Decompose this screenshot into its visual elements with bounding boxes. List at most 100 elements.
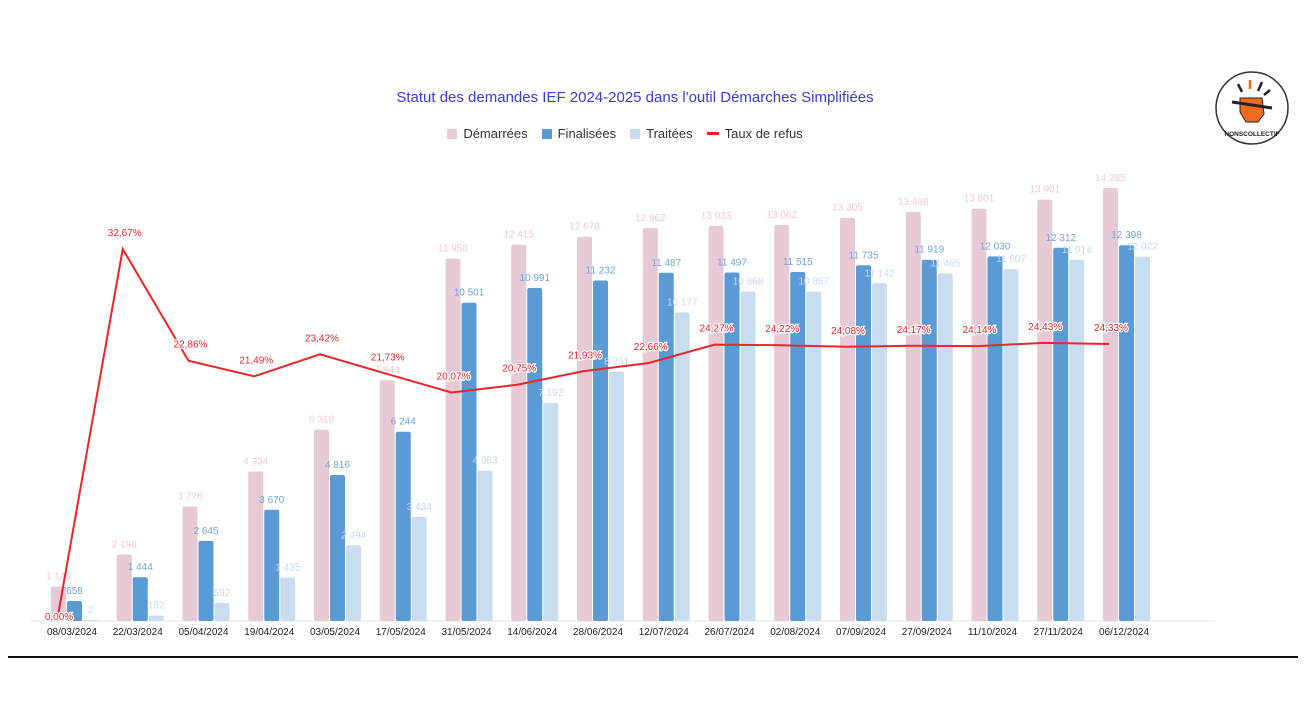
bar-traitees — [740, 291, 756, 621]
bar-demarrees — [642, 228, 658, 621]
line-point — [385, 373, 387, 375]
data-label: 1 143 — [46, 571, 71, 582]
data-label: 6 244 — [391, 417, 416, 428]
bar-demarrees — [445, 258, 461, 621]
line-point — [1108, 343, 1110, 345]
legend-item-demarrees[interactable]: Démarrées — [447, 126, 528, 141]
data-label: 1 444 — [128, 562, 153, 573]
data-label: 11 735 — [849, 250, 879, 261]
bar-demarrees — [182, 506, 198, 621]
data-label: 11 232 — [586, 266, 616, 277]
bar-finalisees — [1053, 247, 1069, 621]
legend-label: Taux de refus — [724, 126, 803, 141]
bar-finalisees — [987, 256, 1003, 621]
line-data-label: 24,27% — [700, 324, 734, 335]
data-label: 12 678 — [569, 222, 600, 233]
bar-finalisees — [658, 272, 674, 621]
legend-swatch — [706, 132, 719, 135]
x-tick-label: 07/09/2024 — [836, 627, 886, 638]
bar-finalisees — [921, 259, 937, 621]
data-label: 14 285 — [1095, 173, 1126, 184]
chart-title: Statut des demandes IEF 2024-2025 dans l… — [396, 89, 874, 106]
bar-finalisees — [461, 302, 477, 621]
bar-finalisees — [67, 601, 82, 621]
legend-swatch — [541, 128, 552, 139]
data-label: 4 934 — [243, 456, 268, 467]
x-tick-label: 26/07/2024 — [704, 627, 754, 638]
bar-finalisees — [264, 509, 280, 621]
line-data-label: 24,43% — [1028, 322, 1062, 333]
x-tick-label: 31/05/2024 — [441, 627, 491, 638]
data-label: 4 816 — [325, 460, 350, 471]
line-point — [122, 248, 124, 250]
data-label: 11 465 — [930, 258, 960, 269]
x-tick-label: 27/11/2024 — [1034, 627, 1084, 638]
line-point — [188, 360, 189, 362]
data-label: 10 868 — [733, 277, 764, 288]
bar-traitees — [674, 312, 690, 621]
legend-item-taux-de-refus[interactable]: Taux de refus — [706, 126, 803, 141]
data-label: 12 022 — [1127, 242, 1158, 253]
legend-label: Démarrées — [463, 126, 528, 141]
bar-traitees — [214, 603, 230, 621]
bar-demarrees — [971, 208, 987, 621]
x-tick-label: 06/12/2024 — [1099, 627, 1149, 638]
data-label: 6 310 — [309, 415, 334, 426]
x-tick-label: 02/08/2024 — [770, 627, 820, 638]
logo-text: NONSCOLLECTIF — [1224, 131, 1279, 138]
data-label: 10 867 — [798, 277, 829, 288]
data-label: 12 415 — [503, 230, 534, 241]
line-point — [56, 620, 58, 622]
bar-finalisees — [395, 431, 411, 621]
x-tick-label: 05/04/2024 — [178, 627, 228, 638]
legend-item-traitees[interactable]: Traitées — [630, 126, 693, 141]
data-label: 592 — [214, 588, 231, 599]
bar-demarrees — [1103, 188, 1118, 621]
line-point — [451, 391, 452, 393]
data-label: 13 062 — [766, 210, 797, 221]
data-label: 2 494 — [341, 530, 366, 541]
nonscollectif-logo: NONSCOLLECTIF — [1215, 71, 1289, 145]
bar-demarrees — [511, 244, 527, 621]
bar-demarrees — [905, 211, 921, 621]
legend-label: Finalisées — [557, 126, 617, 141]
bar-traitees — [1003, 269, 1019, 621]
line-data-label: 24,17% — [897, 325, 931, 336]
bar-demarrees — [708, 225, 724, 621]
data-label: 13 305 — [832, 203, 863, 214]
bar-finalisees — [198, 540, 214, 621]
line-data-label: 21,93% — [568, 350, 602, 361]
legend-item-finalisees[interactable]: Finalisées — [541, 126, 617, 141]
line-data-label: 22,86% — [174, 340, 208, 351]
line-point — [911, 345, 913, 347]
line-data-label: 24,33% — [1094, 323, 1128, 334]
bar-traitees — [477, 470, 493, 621]
bar-traitees — [609, 371, 624, 621]
data-label: 11 487 — [651, 258, 681, 269]
line-point — [253, 375, 255, 377]
data-label: 2 198 — [112, 539, 137, 550]
bar-demarrees — [840, 217, 855, 621]
line-data-label: 23,42% — [305, 333, 339, 344]
bar-traitees — [1069, 259, 1085, 621]
bar-finalisees — [724, 272, 740, 621]
data-label: 3 434 — [407, 502, 432, 513]
x-tick-label: 28/06/2024 — [573, 627, 623, 638]
data-label: 10 991 — [519, 273, 550, 284]
data-label: 12 030 — [980, 241, 1011, 252]
data-label: 2 645 — [193, 526, 218, 537]
divider — [8, 656, 1298, 658]
bar-finalisees — [1119, 245, 1134, 622]
x-tick-label: 11/10/2024 — [968, 627, 1018, 638]
data-label: 11 515 — [783, 257, 813, 268]
bar-demarrees — [1037, 199, 1053, 621]
x-tick-label: 12/07/2024 — [639, 627, 689, 638]
pencil-icon — [1231, 100, 1273, 110]
line-data-label: 0,00% — [45, 612, 73, 623]
line-point — [845, 346, 847, 348]
line-data-label: 20,75% — [502, 364, 536, 375]
line-point — [714, 344, 715, 346]
legend-label: Traitées — [646, 126, 693, 141]
bar-demarrees — [248, 471, 264, 621]
bar-demarrees — [577, 236, 592, 621]
